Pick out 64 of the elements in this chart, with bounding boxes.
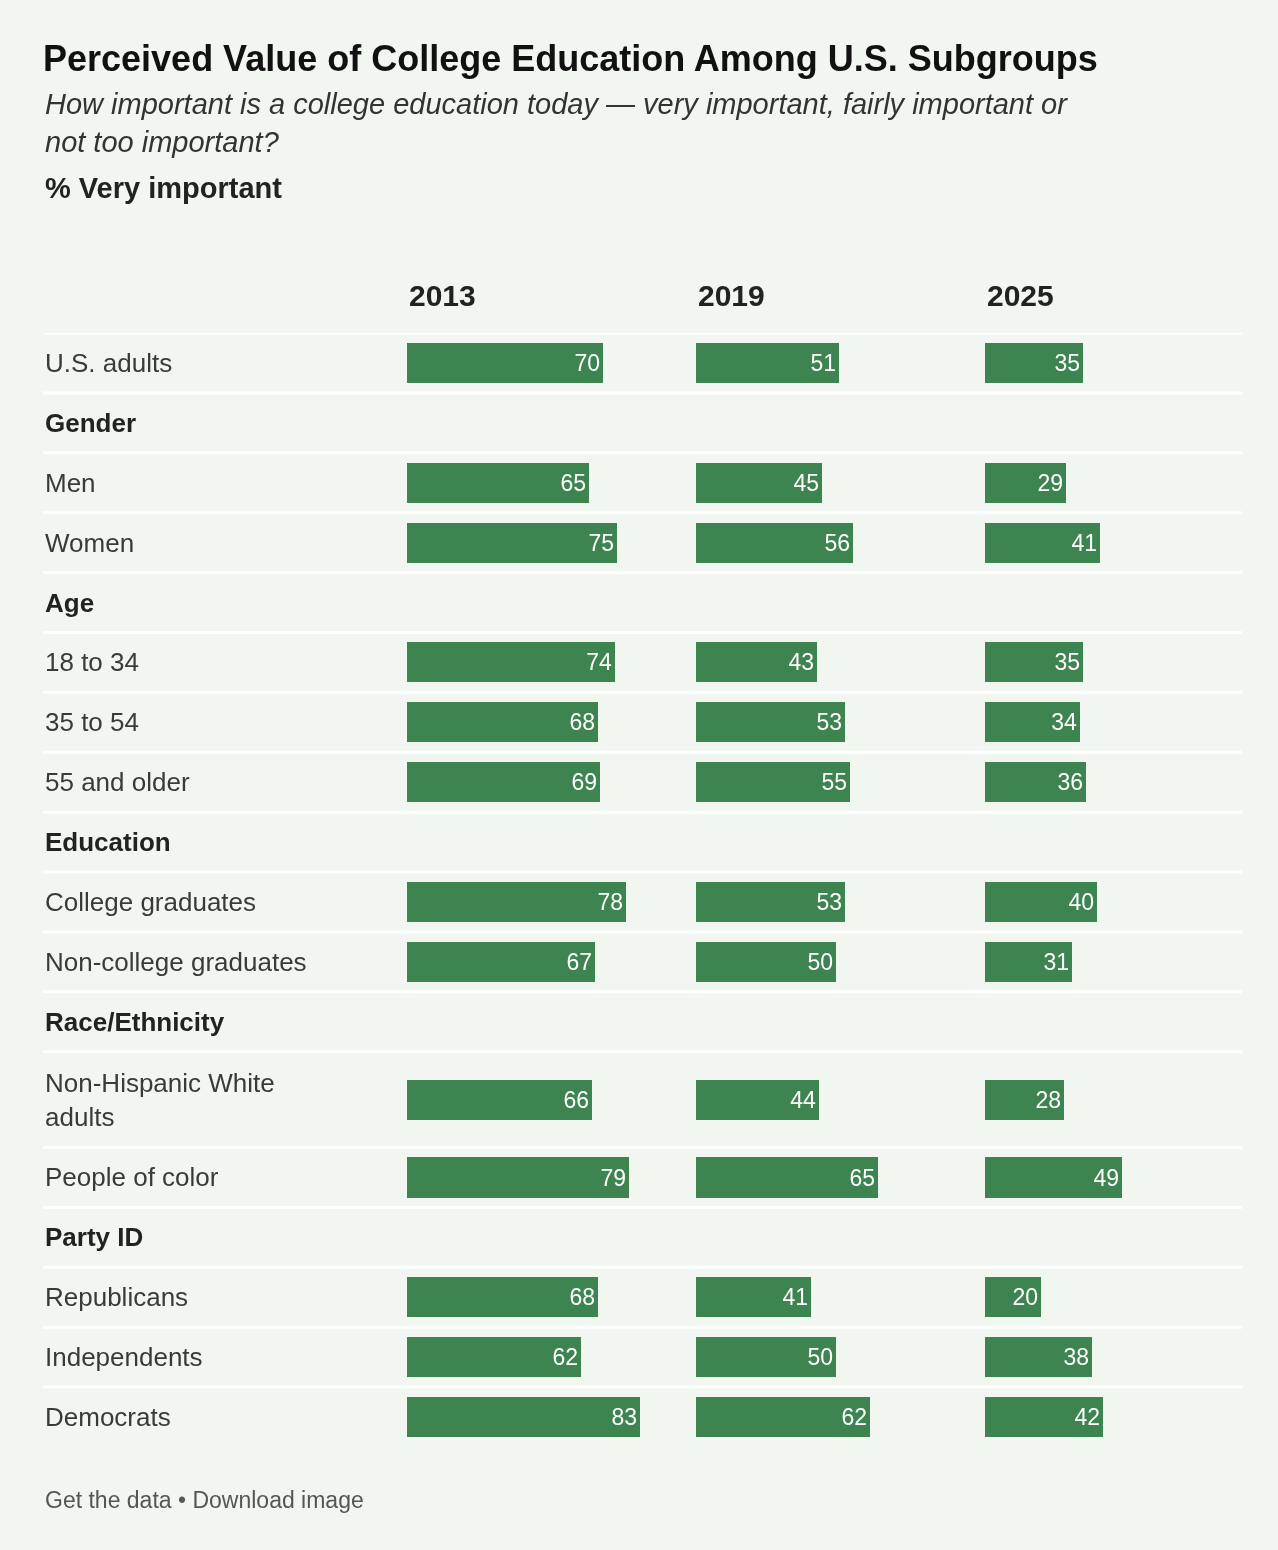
data-label: 67 [566,949,592,975]
data-label: 65 [849,1164,875,1191]
data-label: 66 [563,1087,589,1113]
chart-title: 2013 [409,279,476,312]
y-tick-label: Age [45,588,95,618]
data-label: 51 [810,350,836,376]
y-tick-label: College graduates [45,887,257,917]
y-tick-label: Race/Ethnicity [45,1007,225,1037]
data-label: 69 [571,769,597,795]
data-label: 55 [821,769,847,795]
y-tick-label: Women [45,528,135,558]
data-label: 70 [574,350,600,376]
data-label: 62 [552,1344,578,1370]
data-label: 41 [1071,530,1097,556]
text: How important is a college education today — very important, fairly important or not too important? [45,88,1069,158]
chart-title: 2019 [698,279,765,312]
data-label: 31 [1043,949,1069,975]
data-label: 68 [569,1284,595,1310]
y-tick-label: Party ID [45,1222,144,1252]
y-tick-label: 55 and older [45,767,190,797]
data-label: 35 [1054,350,1080,376]
y-tick-label: 18 to 34 [45,647,139,677]
data-label: 41 [782,1284,808,1310]
data-label: 29 [1037,470,1063,496]
data-label: 34 [1051,709,1077,735]
data-label: 20 [1012,1284,1038,1310]
data-label: 56 [824,530,850,556]
data-label: 68 [569,709,595,735]
data-label: 78 [597,889,623,915]
y-tick-label: Non-Hispanic White adults [45,1068,275,1132]
data-label: 36 [1057,769,1083,795]
data-label: 38 [1063,1344,1089,1370]
text: Get the data • Download image [45,1487,364,1513]
data-label: 53 [816,889,842,915]
data-label: 42 [1074,1404,1100,1430]
y-tick-label: 35 to 54 [45,707,139,737]
y-tick-label: People of color [45,1162,219,1192]
data-label: 74 [586,649,612,675]
y-tick-label: Gender [45,408,137,438]
data-label: 49 [1093,1164,1119,1191]
y-tick-label: Democrats [45,1402,171,1432]
data-label: 35 [1054,649,1080,675]
data-label: 45 [793,470,819,496]
data-label: 62 [841,1404,867,1430]
data-label: 65 [560,470,586,496]
y-tick-label: Independents [45,1342,203,1372]
y-tick-label: U.S. adults [45,348,173,378]
text: Perceived Value of College Education Among U.S. Subgroups [43,37,1098,79]
data-label: 44 [790,1087,816,1113]
y-tick-label: Education [45,827,171,857]
data-label: 50 [807,1344,833,1370]
data-label: 75 [588,530,614,556]
y-tick-label: Non-college graduates [45,947,307,977]
y-tick-label: Men [45,468,96,498]
data-label: 28 [1035,1087,1061,1113]
data-label: 83 [611,1404,637,1430]
text: % Very important [45,172,283,204]
data-label: 43 [788,649,814,675]
data-label: 53 [816,709,842,735]
data-label: 50 [807,949,833,975]
data-label: 79 [600,1164,626,1191]
data-label: 40 [1068,889,1094,915]
y-tick-label: Republicans [45,1282,189,1312]
chart-title: 2025 [987,279,1054,312]
